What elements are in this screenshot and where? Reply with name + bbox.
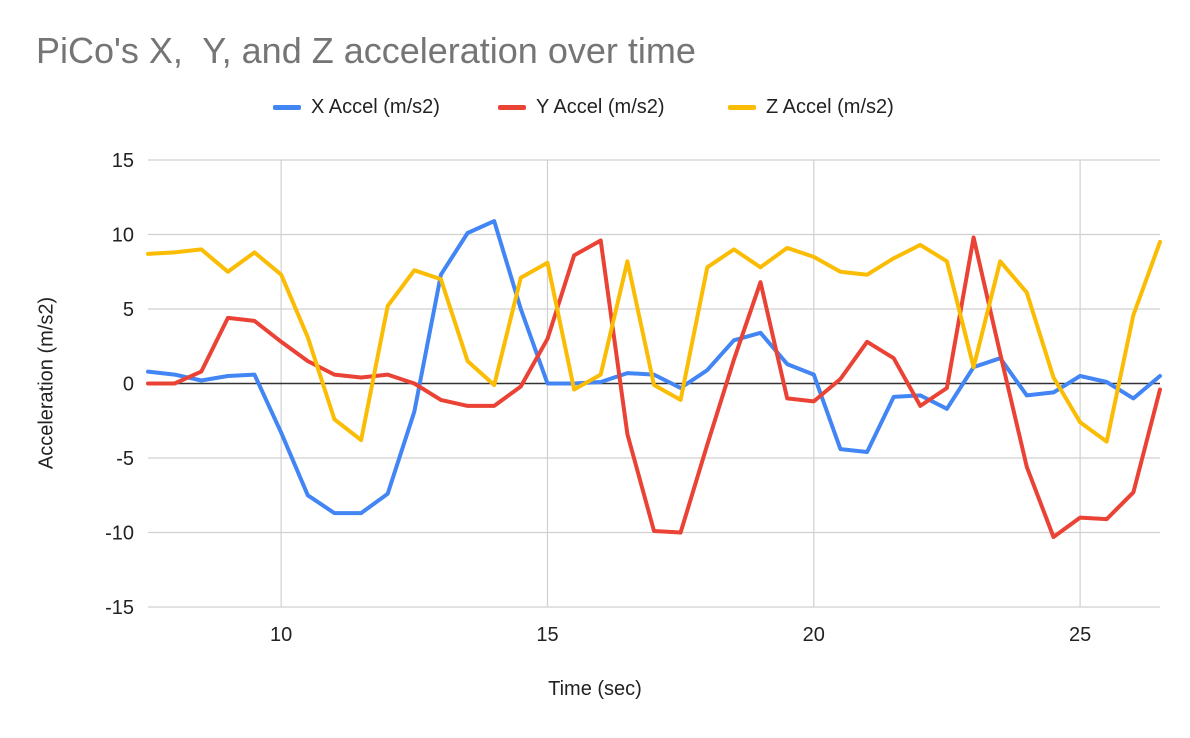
y-tick-label: 10 xyxy=(112,225,134,247)
legend-label-z: Z Accel (m/s2) xyxy=(766,96,894,118)
x-tick-label: 10 xyxy=(270,624,292,646)
y-tick-label: -15 xyxy=(105,597,134,619)
chart-title: PiCo's X, Y, and Z acceleration over tim… xyxy=(36,30,696,71)
y-tick-label: 5 xyxy=(123,299,134,321)
x-tick-label: 25 xyxy=(1069,624,1091,646)
series-line-x xyxy=(146,219,1162,516)
y-tick-label: -5 xyxy=(116,448,134,470)
legend: X Accel (m/s2) Y Accel (m/s2) Z Accel (m… xyxy=(0,96,1190,126)
y-tick-label: 0 xyxy=(123,374,134,396)
legend-swatch-x xyxy=(273,105,301,110)
legend-swatch-y xyxy=(498,105,526,110)
x-tick-label: 20 xyxy=(803,624,825,646)
legend-label-y: Y Accel (m/s2) xyxy=(536,96,665,118)
x-tick-label: 15 xyxy=(536,624,558,646)
x-axis-title: Time (sec) xyxy=(548,678,642,700)
y-tick-label: 15 xyxy=(112,150,134,172)
legend-label-x: X Accel (m/s2) xyxy=(311,96,440,118)
y-tick-label: -10 xyxy=(105,523,134,545)
legend-item-z: Z Accel (m/s2) xyxy=(728,96,894,119)
y-axis-title: Acceleration (m/s2) xyxy=(35,296,58,470)
series-line-z xyxy=(146,239,1162,444)
legend-item-y: Y Accel (m/s2) xyxy=(498,96,665,119)
legend-swatch-z xyxy=(728,105,756,110)
legend-item-x: X Accel (m/s2) xyxy=(273,96,440,119)
